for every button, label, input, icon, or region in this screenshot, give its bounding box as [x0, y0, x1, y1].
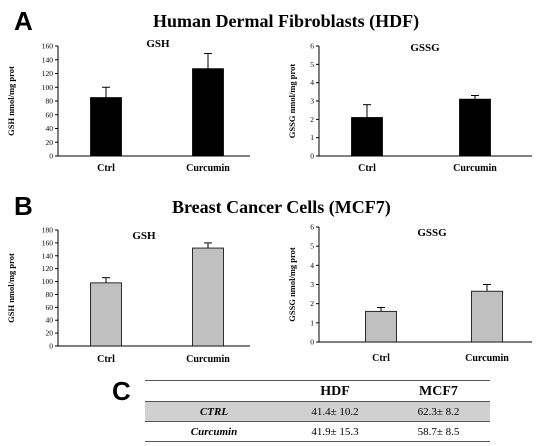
table-header-mcf7: MCF7: [419, 383, 458, 399]
x-tick-label: Curcumin: [465, 353, 509, 364]
bar: [90, 97, 122, 157]
table-header-row: HDF MCF7: [145, 382, 490, 401]
y-tick-label: 2: [310, 115, 314, 124]
bar: [192, 247, 224, 347]
y-tick-label: 80: [46, 290, 54, 299]
bar: [365, 310, 397, 343]
y-tick-label: 4: [310, 78, 314, 87]
y-tick-label: 5: [310, 60, 314, 69]
y-tick-label: 120: [42, 69, 54, 78]
y-tick-label: 0: [49, 342, 53, 351]
row-label: CTRL: [199, 405, 229, 418]
y-tick-label: 60: [46, 110, 54, 119]
y-axis-label: GSH nmol/mg prot: [6, 253, 16, 323]
row-mcf7-value: 62.3± 8.2: [417, 405, 460, 418]
y-tick-label: 100: [42, 277, 54, 286]
table-top-rule: [145, 380, 490, 381]
x-tick-label: Curcumin: [186, 354, 230, 365]
row-label: Curcumin: [190, 425, 238, 438]
y-tick-label: 60: [46, 303, 54, 312]
chart-title: GSSG: [417, 227, 447, 239]
bar: [90, 282, 122, 347]
y-tick-label: 0: [310, 338, 314, 347]
y-tick-label: 1: [310, 133, 314, 142]
hdf-gssg-chart: GSSG GSSG nmol/mg prot 0 1 2 3 4 5 6 Ctrl Curcumin: [287, 42, 532, 174]
table-row: Curcumin 41.9± 15.3 58.7± 8.5: [145, 422, 490, 441]
panel-a-title: Human Dermal Fibroblasts (HDF): [153, 11, 420, 31]
y-tick-label: 40: [46, 316, 54, 325]
bar: [351, 117, 383, 157]
y-tick-label: 4: [310, 261, 314, 270]
y-axis-label: GSH nmol/mg prot: [6, 66, 16, 136]
chart-title: GSSG: [410, 42, 440, 54]
y-tick-label: 5: [310, 242, 314, 251]
x-tick-label: Ctrl: [97, 354, 115, 365]
bar: [192, 68, 224, 157]
y-tick-label: 160: [42, 42, 54, 51]
panel-b-title: Breast Cancer Cells (MCF7): [172, 197, 391, 217]
y-axis-label: GSSG nmol/mg prot: [287, 247, 297, 322]
y-tick-label: 140: [42, 251, 54, 260]
bar: [459, 98, 491, 157]
y-tick-label: 1: [310, 318, 314, 327]
y-tick-label: 6: [310, 42, 314, 51]
y-tick-label: 180: [42, 226, 54, 235]
row-hdf-value: 41.4± 10.2: [311, 405, 359, 418]
table-row: CTRL 41.4± 10.2 62.3± 8.2: [145, 402, 490, 421]
y-tick-label: 140: [42, 55, 54, 64]
chart-title: GSH: [132, 230, 156, 242]
chart-title: GSH: [146, 38, 170, 50]
y-tick-label: 2: [310, 299, 314, 308]
y-tick-label: 20: [46, 329, 54, 338]
table-bottom-rule: [145, 441, 490, 442]
y-tick-label: 160: [42, 238, 54, 247]
x-tick-label: Curcumin: [453, 163, 497, 174]
x-tick-label: Ctrl: [97, 163, 115, 174]
x-tick-label: Ctrl: [358, 163, 376, 174]
y-tick-label: 20: [46, 138, 54, 147]
y-tick-label: 3: [310, 280, 314, 289]
table-header-hdf: HDF: [320, 383, 350, 399]
table-header-rule: [145, 401, 490, 402]
row-mcf7-value: 58.7± 8.5: [417, 425, 460, 438]
y-axis-label: GSSG nmol/mg prot: [287, 64, 297, 139]
y-tick-label: 0: [310, 152, 314, 161]
panel-a-letter: A: [14, 6, 33, 36]
y-tick-label: 120: [42, 264, 54, 273]
hdf-gsh-chart: GSH GSH nmol/mg prot 0 20 40 60 80 100 120 140 160…: [6, 38, 250, 174]
x-tick-label: Ctrl: [372, 353, 390, 364]
y-tick-label: 0: [49, 152, 53, 161]
y-tick-label: 80: [46, 97, 54, 106]
table-row-rule: [145, 421, 490, 422]
mcf7-gsh-chart: GSH GSH nmol/mg prot 0 20 40 60 80 100 120 140 160…: [6, 226, 250, 365]
y-tick-label: 40: [46, 124, 54, 133]
y-tick-label: 100: [42, 83, 54, 92]
x-tick-label: Curcumin: [186, 163, 230, 174]
bar: [471, 290, 503, 343]
panel-c-letter: C: [112, 376, 131, 406]
panel-b-letter: B: [14, 191, 33, 221]
y-tick-label: 3: [310, 97, 314, 106]
y-tick-label: 6: [310, 223, 314, 232]
mcf7-gssg-chart: GSSG GSSG nmol/mg prot 0 1 2 3 4 5 6 Ctrl Curcumin: [287, 223, 532, 364]
row-hdf-value: 41.9± 15.3: [311, 425, 359, 438]
